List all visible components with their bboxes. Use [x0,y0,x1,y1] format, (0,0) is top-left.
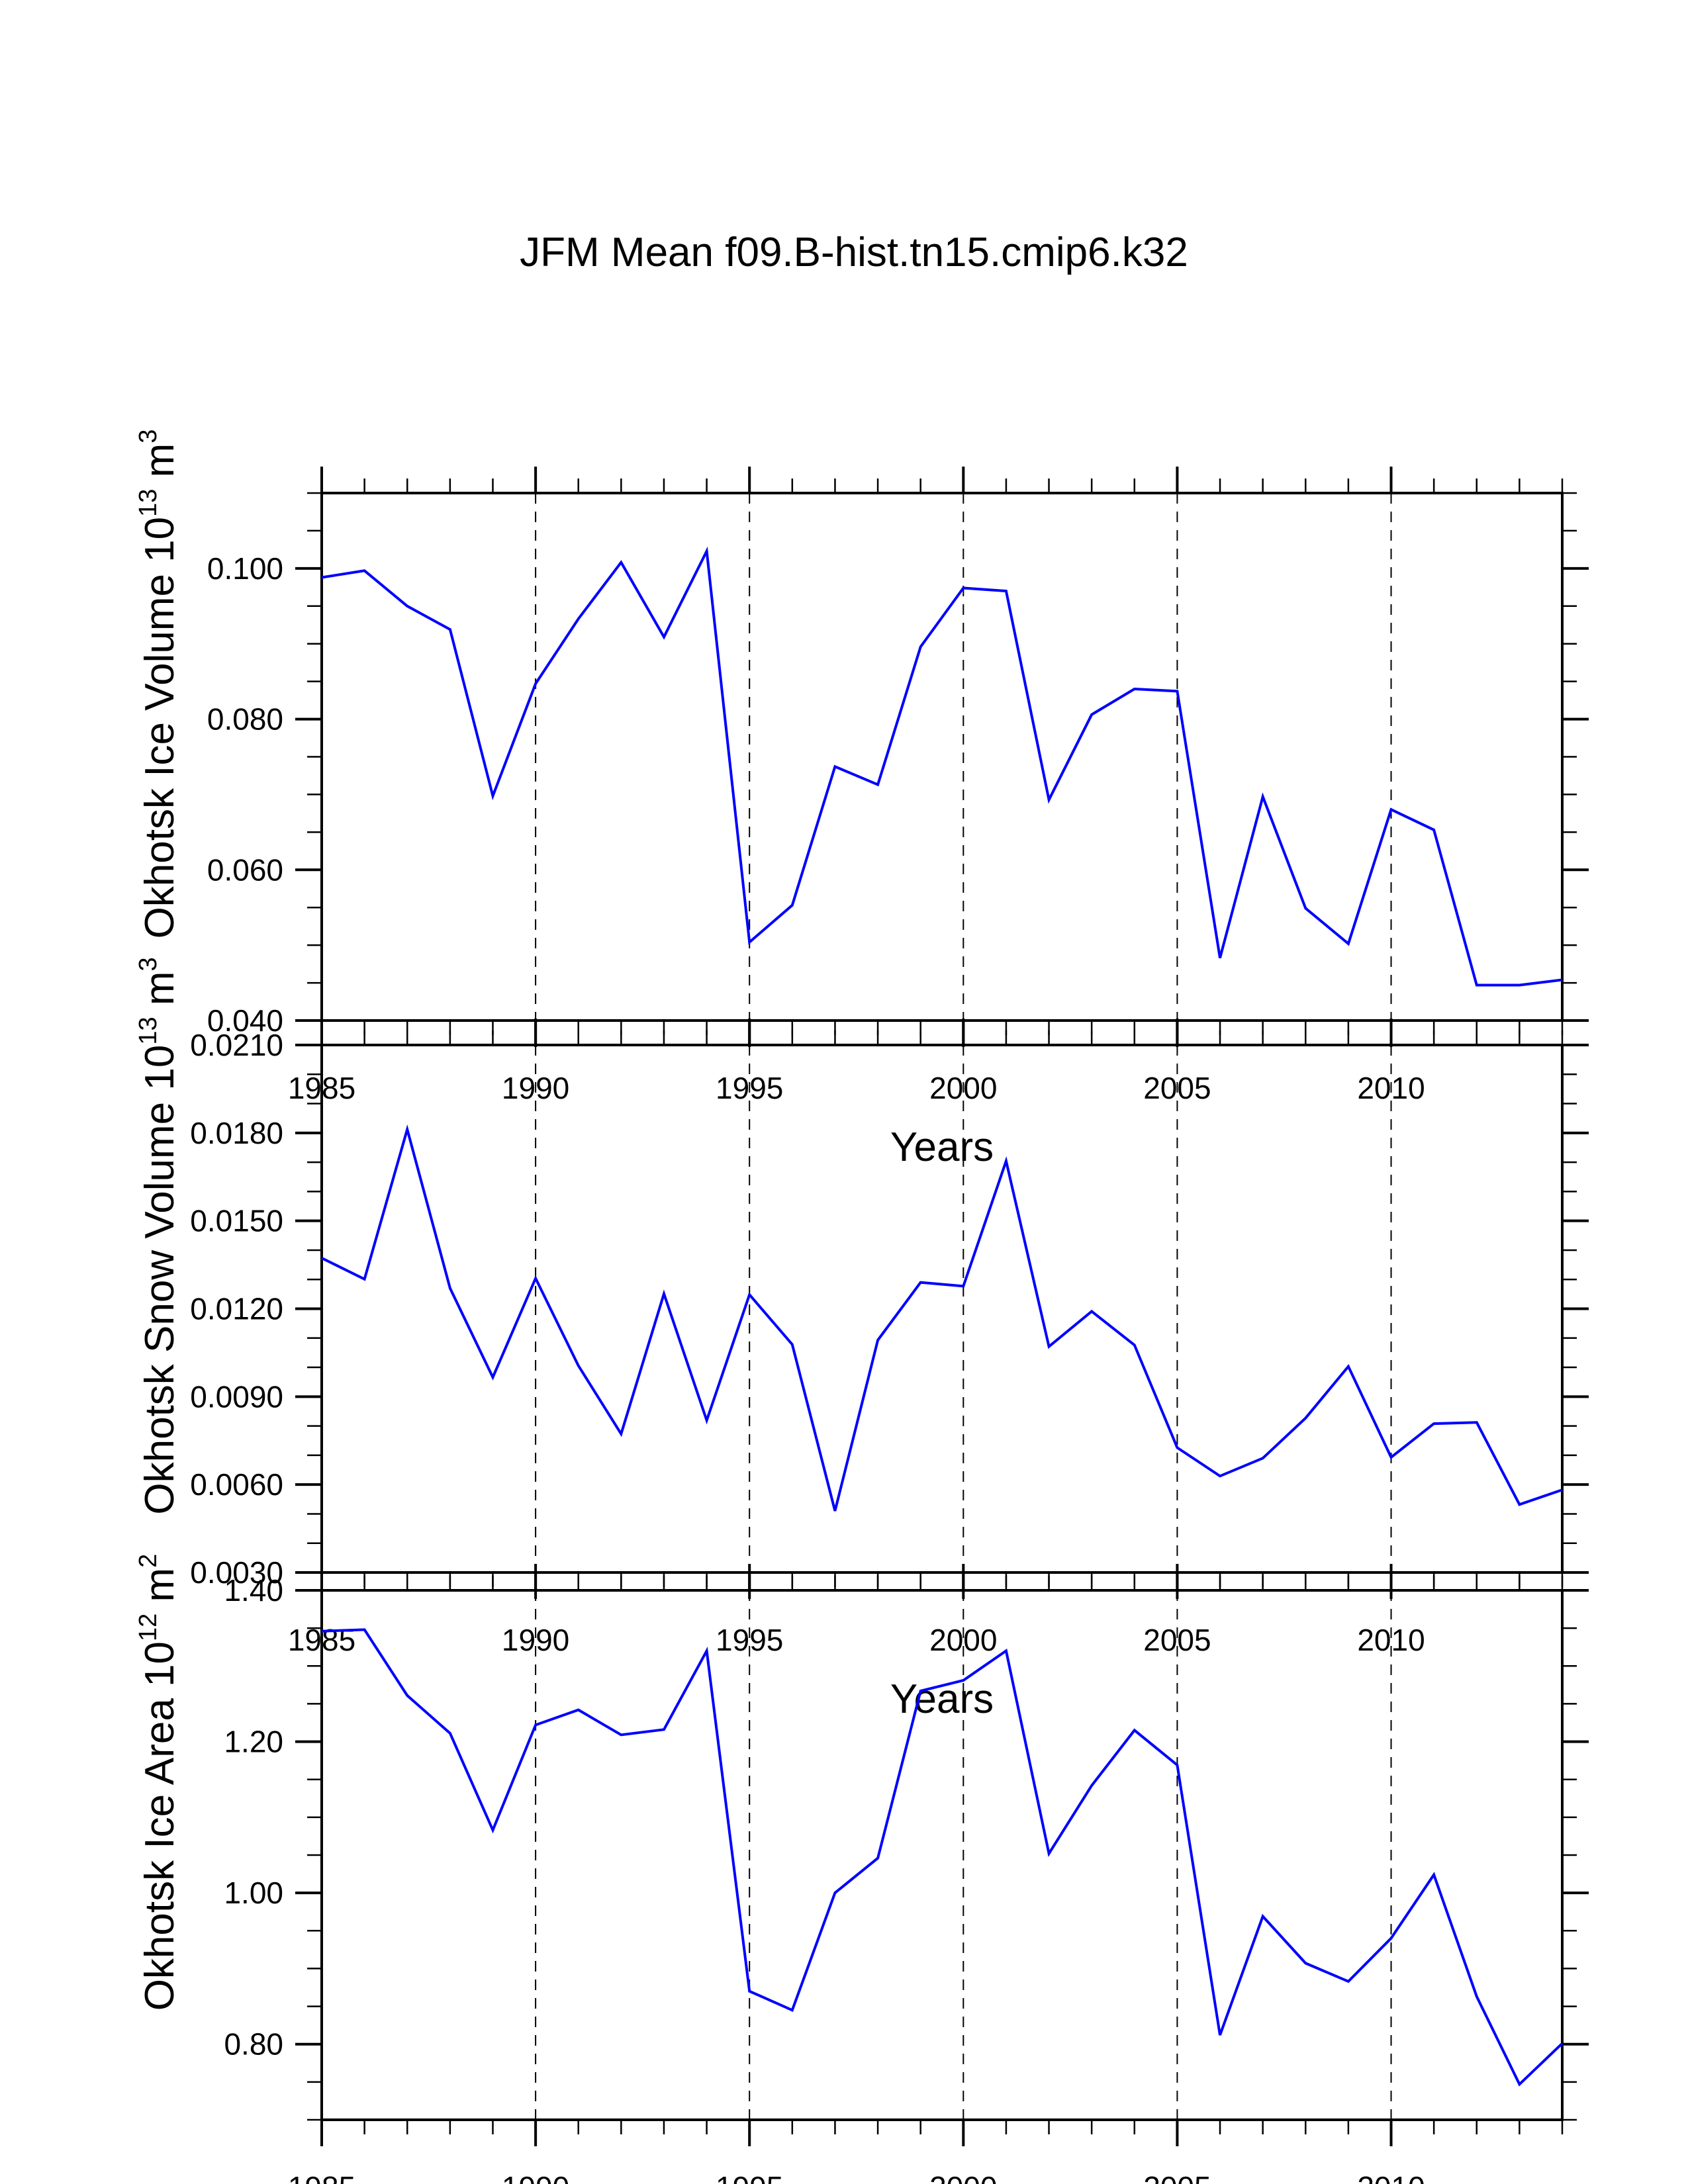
y-tick-label: 1.20 [224,1725,283,1759]
y-tick-label: 0.0090 [190,1379,283,1414]
y-tick-label: 0.0030 [190,1555,283,1590]
x-tick-label: 2010 [1357,2170,1425,2184]
y-axis-title-exponent: 13 [134,1017,162,1044]
y-axis-title-text: Okhotsk Ice Area 10 [137,1641,183,2011]
y-axis-title-unit-exponent: 3 [134,430,162,443]
y-tick-label: 1.00 [224,1876,283,1910]
data-series-line [321,1628,1564,2087]
y-tick-label: 0.0120 [190,1292,283,1326]
x-axis-title: Years [890,1676,994,1722]
panel-1: 1985 1990 1995 2000 2005 2010Years0.0400.0600… [134,430,1589,1170]
y-tick-label: 0.060 [207,852,283,887]
y-axis-title-text: Okhotsk Snow Volume 10 [137,1045,183,1515]
chart-title: JFM Mean f09.B-hist.tn15.cmip6.k32 [520,230,1188,275]
y-axis-title-text: Okhotsk Ice Volume 10 [137,517,183,939]
y-axis-title-unit: m [137,1568,183,1614]
y-tick-label: 0.0060 [190,1467,283,1502]
x-tick-label: 2000 [929,2170,997,2184]
y-axis-title: Okhotsk Ice Volume 1013 m3 [134,430,183,939]
y-axis-title: Okhotsk Snow Volume 1013 m3 [134,957,183,1514]
y-axis-title-unit-exponent: 3 [134,957,162,971]
x-tick-label: 1985 [288,2170,355,2184]
y-tick-label: 1.40 [224,1573,283,1608]
x-tick-label: 2005 [1143,2170,1211,2184]
y-axis-title-exponent: 13 [134,489,162,517]
data-series-line [321,546,1563,987]
x-tick-label: 1990 [502,2170,569,2184]
x-axis-title: Years [890,1124,994,1170]
y-tick-label: 0.0180 [190,1116,283,1150]
panel-2: 1985 1990 1995 2000 2005 2010Years0.00300.006… [134,957,1589,1722]
plot-frame [320,1589,1564,2121]
y-tick-label: 0.100 [207,551,283,586]
y-tick-label: 0.040 [207,1003,283,1038]
panel-3: 1985 1990 1995 2000 2005 2010 Years 0.80 1.00 1.2… [134,1554,1589,2184]
y-axis-title-exponent: 12 [134,1614,162,1641]
y-axis-title-unit: m [137,443,183,489]
data-series-line [321,1124,1563,1512]
y-axis-title-unit-exponent: 2 [134,1554,162,1568]
y-axis-title: Okhotsk Ice Area 1012 m2 [134,1554,183,2011]
y-axis-title-unit: m [137,972,183,1017]
y-tick-label: 0.0210 [190,1028,283,1062]
y-tick-label: 0.80 [224,2027,283,2062]
x-tick-label: 1995 [716,2170,783,2184]
y-tick-label: 0.080 [207,702,283,737]
y-tick-label: 0.0150 [190,1204,283,1238]
